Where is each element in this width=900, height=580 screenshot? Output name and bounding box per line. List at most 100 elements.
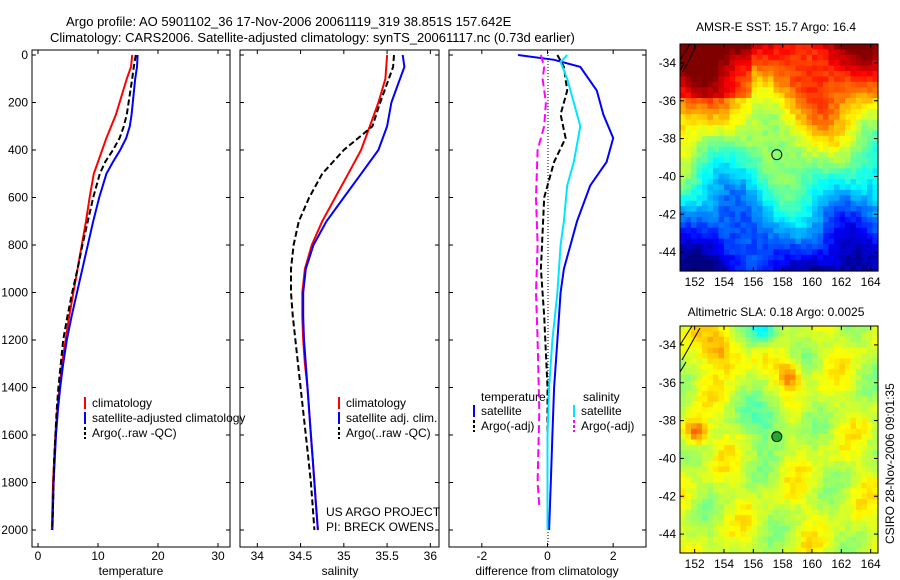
- heatmap-cell: [740, 44, 747, 50]
- y-tick-label: 1200: [1, 333, 28, 347]
- heatmap-cell: [861, 412, 868, 419]
- heatmap-cell: [828, 396, 835, 403]
- heatmap-cell: [834, 515, 841, 522]
- heatmap-cell: [724, 87, 731, 94]
- heatmap-cell: [729, 515, 736, 522]
- heatmap-cell: [768, 227, 775, 234]
- heatmap-cell: [850, 260, 857, 267]
- heatmap-cell: [872, 125, 879, 132]
- heatmap-cell: [718, 417, 725, 424]
- heatmap-cell: [823, 509, 830, 516]
- heatmap-cell: [779, 92, 786, 99]
- heatmap-cell: [845, 243, 852, 250]
- heatmap-cell: [834, 401, 841, 408]
- heatmap-cell: [806, 385, 813, 392]
- heatmap-cell: [828, 152, 835, 159]
- heatmap-cell: [680, 206, 687, 213]
- heatmap-cell: [817, 531, 824, 538]
- coastline: [679, 325, 701, 373]
- heatmap-cell: [839, 238, 846, 245]
- heatmap-cell: [872, 152, 879, 159]
- heatmap-cell: [696, 200, 703, 207]
- heatmap-cell: [801, 434, 808, 441]
- heatmap-cell: [685, 461, 692, 468]
- heatmap-cell: [867, 477, 874, 484]
- heatmap-cell: [735, 243, 742, 250]
- heatmap-cell: [817, 249, 824, 256]
- heatmap-cell: [823, 206, 830, 213]
- heatmap-cell: [779, 65, 786, 72]
- heatmap-cell: [856, 130, 863, 137]
- heatmap-cell: [867, 222, 874, 229]
- heatmap-cell: [839, 471, 846, 478]
- y-tick-label: -38: [659, 132, 677, 146]
- heatmap-cell: [779, 342, 786, 349]
- heatmap-cell: [784, 444, 791, 451]
- heatmap-cell: [856, 108, 863, 115]
- heatmap-cell: [707, 536, 714, 543]
- heatmap-cell: [702, 135, 709, 142]
- salinity-y-ticks: [240, 54, 439, 531]
- heatmap-cell: [834, 222, 841, 229]
- heatmap-cell: [784, 108, 791, 115]
- heatmap-cell: [817, 488, 824, 495]
- heatmap-cell: [839, 76, 846, 83]
- heatmap-cell: [718, 509, 725, 516]
- heatmap-cell: [817, 130, 824, 137]
- heatmap-cell: [691, 326, 698, 332]
- heatmap-cell: [685, 439, 692, 446]
- heatmap-cell: [685, 211, 692, 218]
- heatmap-cell: [707, 119, 714, 126]
- heatmap-cell: [817, 417, 824, 424]
- heatmap-cell: [861, 227, 868, 234]
- heatmap-cell: [795, 380, 802, 387]
- heatmap-cell: [784, 423, 791, 430]
- heatmap-cell: [740, 206, 747, 213]
- heatmap-cell: [729, 184, 736, 191]
- heatmap-cell: [757, 157, 764, 164]
- heatmap-cell: [735, 509, 742, 516]
- heatmap-cell: [801, 407, 808, 414]
- heatmap-cell: [812, 265, 819, 272]
- heatmap-cell: [779, 536, 786, 543]
- heatmap-cell: [806, 254, 813, 261]
- heatmap-cell: [795, 417, 802, 424]
- heatmap-cell: [762, 515, 769, 522]
- heatmap-cell: [757, 152, 764, 159]
- heatmap-cell: [817, 428, 824, 435]
- heatmap-cell: [861, 195, 868, 202]
- heatmap-cell: [702, 184, 709, 191]
- heatmap-cell: [839, 141, 846, 148]
- heatmap-cell: [702, 439, 709, 446]
- heatmap-cell: [861, 439, 868, 446]
- heatmap-cell: [806, 119, 813, 126]
- heatmap-cell: [707, 363, 714, 370]
- heatmap-cell: [691, 536, 698, 543]
- heatmap-cell: [757, 358, 764, 365]
- heatmap-cell: [872, 477, 879, 484]
- heatmap-cell: [685, 342, 692, 349]
- series-line-temperature-satellite: [517, 54, 615, 531]
- heatmap-cell: [823, 114, 830, 121]
- x-tick-label: 34.5: [289, 549, 313, 563]
- heatmap-cell: [713, 493, 720, 500]
- heatmap-cell: [817, 54, 824, 61]
- heatmap-cell: [850, 222, 857, 229]
- heatmap-cell: [784, 87, 791, 94]
- heatmap-cell: [801, 509, 808, 516]
- heatmap-cell: [839, 81, 846, 88]
- heatmap-cell: [773, 92, 780, 99]
- heatmap-cell: [806, 525, 813, 532]
- heatmap-cell: [828, 498, 835, 505]
- heatmap-cell: [718, 200, 725, 207]
- heatmap-cell: [773, 423, 780, 430]
- heatmap-cell: [735, 363, 742, 370]
- heatmap-cell: [872, 498, 879, 505]
- heatmap-cell: [707, 249, 714, 256]
- heatmap-cell: [713, 92, 720, 99]
- heatmap-cell: [806, 87, 813, 94]
- heatmap-cell: [817, 374, 824, 381]
- heatmap-cell: [724, 173, 731, 180]
- heatmap-cell: [773, 227, 780, 234]
- heatmap-cell: [746, 216, 753, 223]
